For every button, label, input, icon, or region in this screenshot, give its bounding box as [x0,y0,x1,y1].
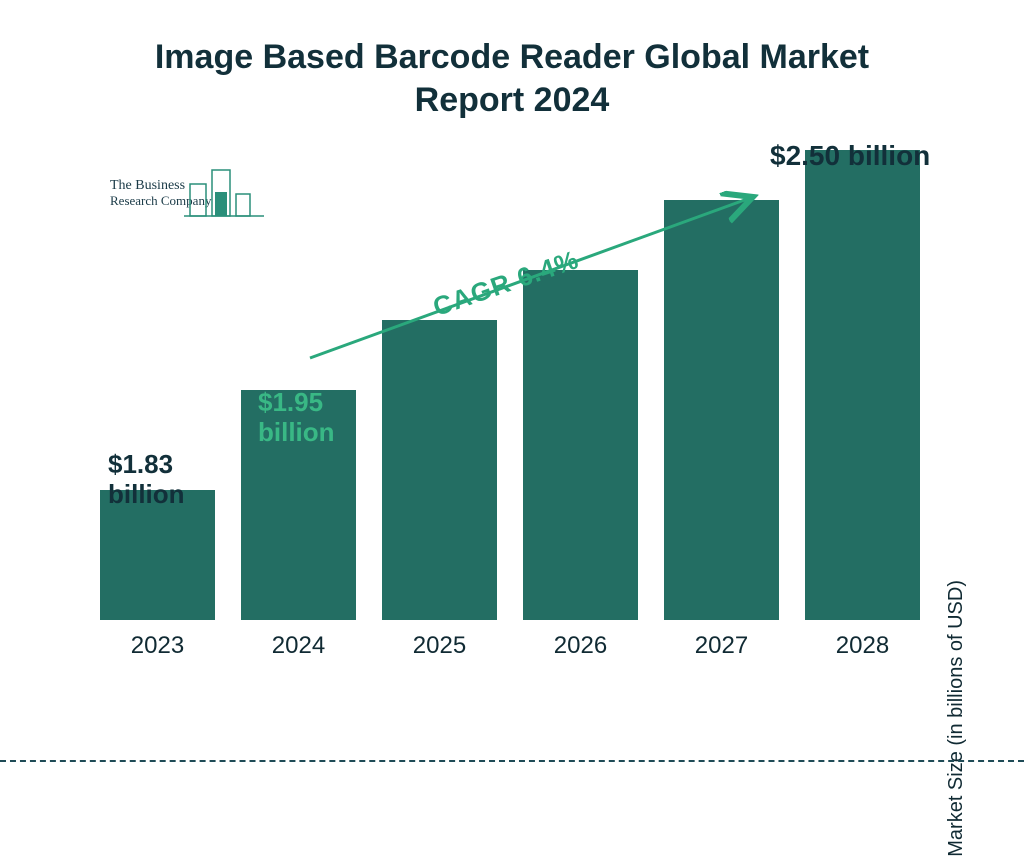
title-line2: Report 2024 [415,81,610,119]
value-label-2023: $1.83 billion [108,450,185,510]
x-axis-tick-label: 2026 [554,632,607,660]
bar-group: 2028 [805,150,920,660]
x-axis-tick-label: 2023 [131,632,184,660]
chart-title: Image Based Barcode Reader Global Market… [0,36,1024,121]
bar [805,150,920,620]
value-label-2028: $2.50 billion [770,140,930,172]
bar-group: 2023 [100,490,215,660]
x-axis-tick-label: 2024 [272,632,325,660]
x-axis-tick-label: 2025 [413,632,466,660]
x-axis-tick-label: 2027 [695,632,748,660]
page-root: Image Based Barcode Reader Global Market… [0,0,1024,768]
y-axis-label: Market Size (in billions of USD) [945,580,968,857]
value-label-2024: $1.95 billion [258,388,335,448]
footer-divider [0,760,1024,762]
title-line1: Image Based Barcode Reader Global Market [155,38,869,76]
x-axis-tick-label: 2028 [836,632,889,660]
